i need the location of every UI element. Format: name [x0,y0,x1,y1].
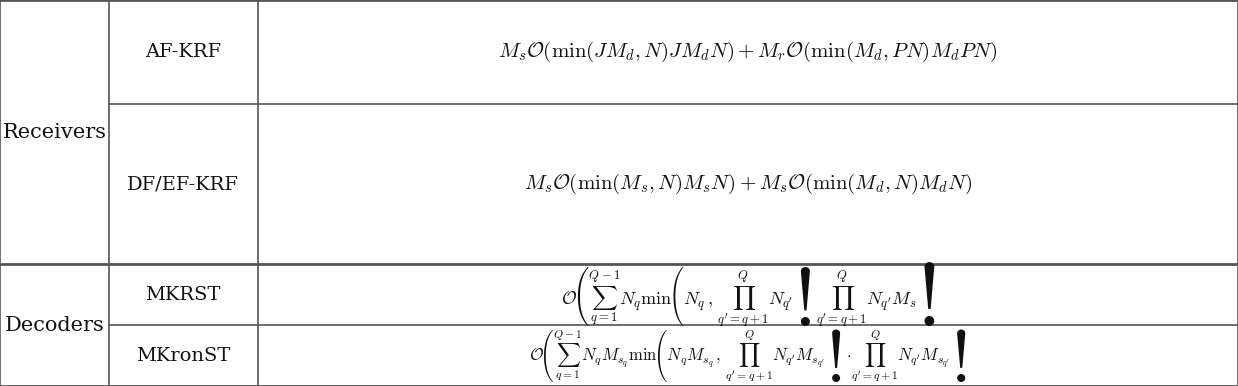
Text: Decoders: Decoders [5,316,104,335]
Text: AF-KRF: AF-KRF [145,43,222,61]
Text: $M_s\mathcal{O}(\min(M_s, N)M_sN) + M_s\mathcal{O}(\min(M_d, N)M_dN)$: $M_s\mathcal{O}(\min(M_s, N)M_sN) + M_s\… [524,172,972,196]
Text: $\mathcal{O}\!\left(\sum_{q=1}^{Q-1} N_q M_{s_q} \min\!\left(N_q M_{s_q}\,,\, \p: $\mathcal{O}\!\left(\sum_{q=1}^{Q-1} N_q… [529,327,967,384]
Text: MKRST: MKRST [146,286,220,304]
Text: $M_s\mathcal{O}(\min(JM_d, N)JM_dN) + M_r\mathcal{O}(\min(M_d, PN)M_dPN)$: $M_s\mathcal{O}(\min(JM_d, N)JM_dN) + M_… [498,40,998,64]
Text: MKronST: MKronST [136,347,230,365]
Text: $\mathcal{O}\!\left(\sum_{q=1}^{Q-1} N_q \min\!\left(N_q\,,\, \prod_{q'=q+1}^{Q}: $\mathcal{O}\!\left(\sum_{q=1}^{Q-1} N_q… [561,261,935,329]
Text: Receivers: Receivers [2,123,106,142]
Text: DF/EF-KRF: DF/EF-KRF [128,175,239,193]
